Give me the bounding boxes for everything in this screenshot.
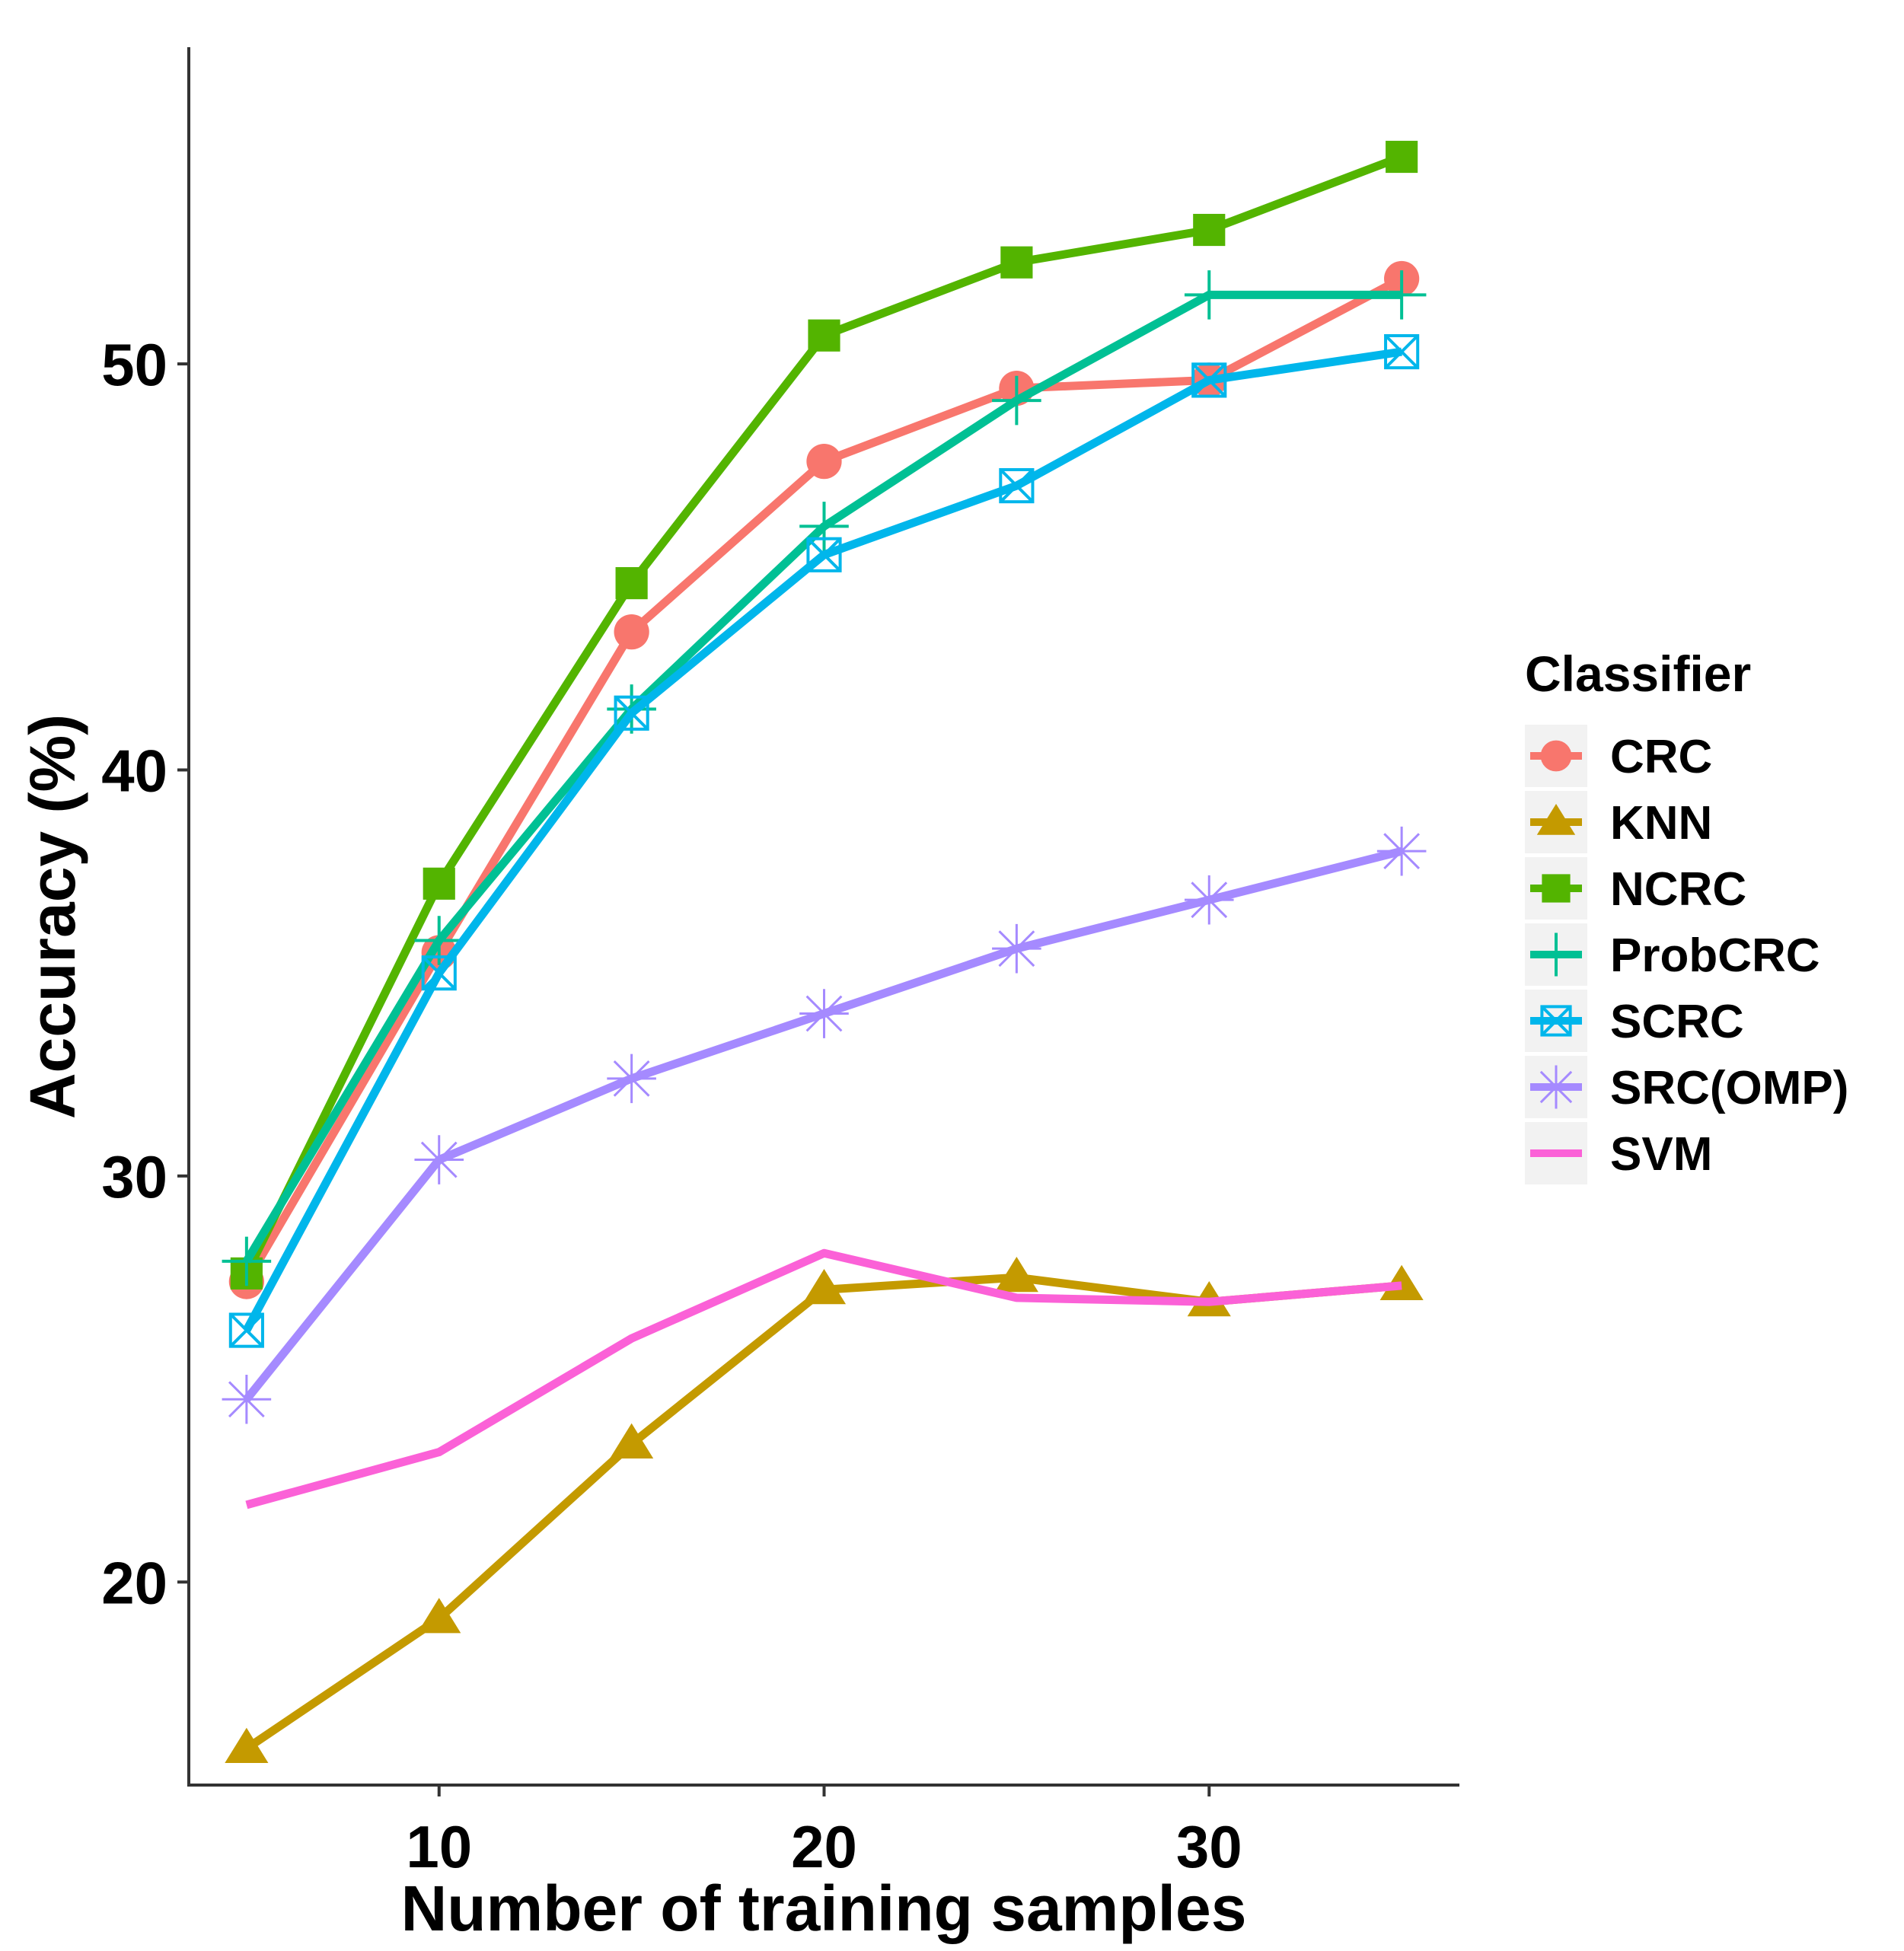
point-scrc-5 (228, 1312, 264, 1348)
legend: CRC KNN NCRC ProbCRC SCRC SRC(OMP) SVM (1525, 725, 1848, 1184)
legend-label-ncrc: NCRC (1610, 863, 1746, 916)
line-crc (243, 275, 1404, 1284)
legend-key-marker-knn (1536, 804, 1576, 835)
point-src-omp-20 (799, 989, 849, 1038)
point-scrc-20 (806, 537, 842, 572)
point-ncrc-25 (1000, 246, 1033, 279)
legend-key-marker-crc (1540, 740, 1572, 772)
line-src-omp (243, 846, 1403, 1402)
point-ncrc-10 (423, 867, 455, 900)
legend-label-knn: KNN (1610, 797, 1712, 850)
point-src-omp-5 (222, 1374, 272, 1424)
point-knn-25 (994, 1257, 1038, 1293)
legend-item-src-omp: SRC(OMP) (1525, 1056, 1848, 1118)
line-probcrc (243, 290, 1402, 1264)
legend-item-ncrc: NCRC (1525, 857, 1746, 920)
point-src-omp-10 (414, 1135, 464, 1184)
point-ncrc-20 (808, 319, 840, 352)
legend-label-svm: SVM (1610, 1128, 1712, 1181)
line-svm (245, 1248, 1402, 1509)
point-src-omp-25 (992, 923, 1041, 974)
point-ncrc-15 (615, 567, 648, 600)
point-crc-20 (806, 443, 842, 480)
point-knn-10 (417, 1598, 461, 1634)
series-scrc (228, 333, 1420, 1348)
point-ncrc-35 (1386, 140, 1418, 174)
series-knn (225, 1257, 1424, 1764)
point-scrc-30 (1191, 362, 1227, 398)
series-layer (222, 140, 1427, 1764)
legend-key-marker-probcrc (1534, 932, 1578, 977)
legend-key-marker-ncrc (1542, 874, 1571, 903)
series-crc (228, 260, 1420, 1299)
point-src-omp-15 (607, 1054, 656, 1104)
point-probcrc-5 (222, 1236, 272, 1286)
point-probcrc-35 (1376, 270, 1427, 320)
point-scrc-15 (614, 695, 649, 731)
y-tick-label-20: 20 (101, 1549, 167, 1616)
point-scrc-25 (999, 468, 1035, 504)
point-knn-35 (1379, 1264, 1424, 1300)
legend-title: Classifier (1525, 646, 1751, 702)
x-tick-label-20: 20 (791, 1813, 857, 1880)
point-probcrc-20 (799, 502, 849, 551)
legend-key-marker-scrc (1540, 1005, 1572, 1037)
x-tick-label-10: 10 (406, 1813, 472, 1880)
series-src-omp (222, 826, 1427, 1424)
legend-label-scrc: SCRC (1610, 996, 1744, 1048)
point-crc-15 (614, 614, 649, 650)
series-svm (245, 1248, 1402, 1509)
series-ncrc (230, 140, 1418, 1290)
legend-item-svm: SVM (1525, 1122, 1712, 1184)
y-axis-title: Accuracy (%) (17, 714, 88, 1119)
legend-key-marker-src-omp (1534, 1065, 1578, 1109)
legend-item-scrc: SCRC (1525, 990, 1744, 1052)
point-src-omp-30 (1184, 875, 1234, 925)
point-knn-5 (225, 1727, 269, 1764)
ticks-layer: 20 30 40 50 10 20 30 (101, 331, 1242, 1880)
point-scrc-35 (1384, 333, 1420, 370)
point-scrc-10 (421, 955, 457, 991)
point-probcrc-30 (1184, 270, 1234, 320)
series-probcrc (222, 270, 1427, 1286)
line-knn (244, 1273, 1402, 1752)
point-probcrc-25 (992, 375, 1041, 426)
legend-label-probcrc: ProbCRC (1610, 929, 1820, 982)
x-tick-label-30: 30 (1176, 1813, 1242, 1880)
y-tick-label-40: 40 (101, 737, 167, 804)
x-axis-title: Number of training samples (401, 1873, 1247, 1944)
legend-label-crc: CRC (1610, 731, 1712, 783)
legend-item-knn: KNN (1525, 791, 1712, 853)
point-src-omp-35 (1376, 826, 1427, 876)
legend-item-crc: CRC (1525, 725, 1712, 787)
point-knn-20 (802, 1269, 847, 1305)
legend-label-src-omp: SRC(OMP) (1610, 1062, 1848, 1114)
y-tick-label-30: 30 (101, 1143, 167, 1210)
point-knn-15 (610, 1423, 654, 1458)
legend-item-probcrc: ProbCRC (1525, 923, 1820, 986)
y-tick-label-50: 50 (101, 331, 167, 398)
point-ncrc-30 (1193, 213, 1226, 247)
